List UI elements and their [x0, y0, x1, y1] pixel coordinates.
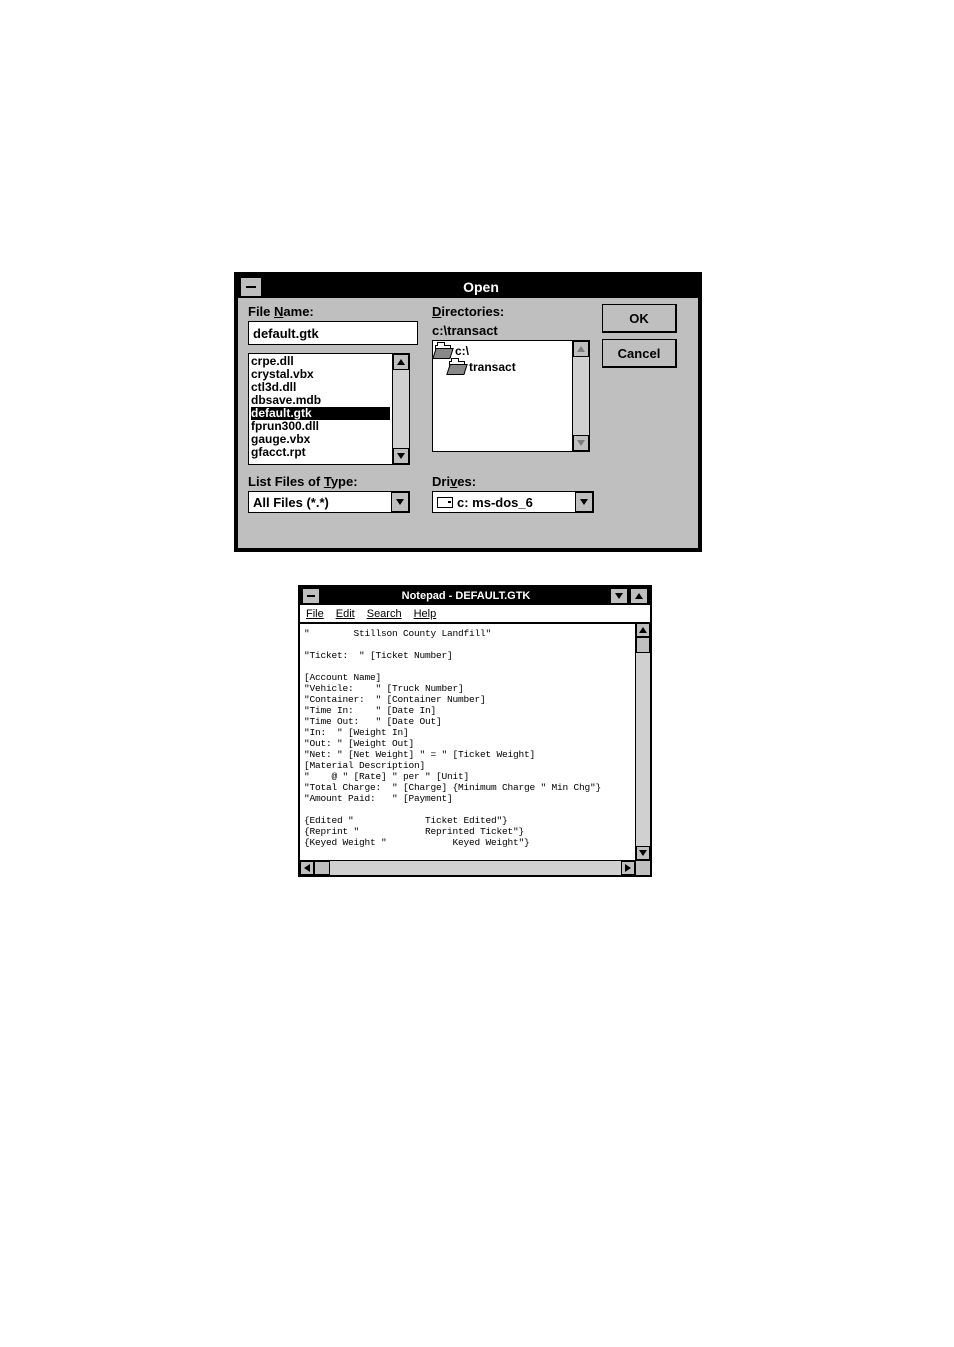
- file-type-section: List Files of Type: All Files (*.*): [248, 474, 414, 513]
- notepad-window: Notepad - DEFAULT.GTK File Edit Search H…: [298, 585, 652, 877]
- dropdown-arrow-icon[interactable]: [391, 492, 409, 512]
- file-list-scrollbar[interactable]: [392, 354, 409, 464]
- scroll-up-icon[interactable]: [393, 354, 409, 370]
- notepad-text-area[interactable]: " Stillson County Landfill" "Ticket: " […: [300, 623, 635, 860]
- dir-item[interactable]: transact: [435, 359, 570, 375]
- open-dialog: Open File Name: default.gtk crpe.dll cry…: [234, 272, 702, 552]
- folder-open-icon: [435, 345, 451, 358]
- drives-value: c: ms-dos_6: [433, 495, 575, 510]
- file-type-dropdown[interactable]: All Files (*.*): [248, 491, 410, 513]
- directory-tree[interactable]: c:\ transact: [432, 340, 590, 452]
- folder-open-icon: [449, 361, 465, 374]
- directories-label: Directories:: [432, 304, 592, 319]
- file-name-label: File Name:: [248, 304, 414, 319]
- minimize-icon[interactable]: [610, 588, 628, 604]
- scrollbar-thumb[interactable]: [314, 861, 330, 875]
- notepad-hscrollbar[interactable]: [300, 860, 635, 875]
- notepad-vscrollbar[interactable]: [635, 623, 650, 860]
- system-menu-icon[interactable]: [302, 588, 320, 604]
- menu-edit[interactable]: Edit: [336, 608, 355, 620]
- scroll-up-icon[interactable]: [636, 623, 650, 637]
- drive-icon: [437, 497, 453, 508]
- file-list[interactable]: crpe.dll crystal.vbx ctl3d.dll dbsave.md…: [248, 353, 410, 465]
- file-list-items[interactable]: crpe.dll crystal.vbx ctl3d.dll dbsave.md…: [249, 354, 392, 464]
- dir-item-label: transact: [469, 359, 516, 375]
- scroll-up-icon[interactable]: [573, 341, 589, 357]
- drives-label: Drives:: [432, 474, 592, 489]
- scrollbar-track[interactable]: [573, 357, 589, 435]
- scroll-down-icon[interactable]: [636, 846, 650, 860]
- scrollbar-corner: [635, 860, 650, 875]
- dir-list-scrollbar[interactable]: [572, 341, 589, 451]
- system-menu-icon[interactable]: [240, 277, 262, 297]
- menu-search[interactable]: Search: [367, 608, 402, 620]
- drive-label: c: ms-dos_6: [457, 495, 533, 510]
- scrollbar-track[interactable]: [330, 861, 621, 875]
- scroll-down-icon[interactable]: [393, 448, 409, 464]
- file-type-label: List Files of Type:: [248, 474, 414, 489]
- drives-dropdown[interactable]: c: ms-dos_6: [432, 491, 594, 513]
- open-dialog-titlebar: Open: [238, 276, 698, 298]
- scrollbar-track[interactable]: [636, 653, 650, 846]
- notepad-titlebar: Notepad - DEFAULT.GTK: [300, 587, 650, 605]
- scroll-down-icon[interactable]: [573, 435, 589, 451]
- cancel-button[interactable]: Cancel: [602, 339, 677, 368]
- scrollbar-thumb[interactable]: [636, 637, 650, 653]
- notepad-title: Notepad - DEFAULT.GTK: [322, 590, 610, 602]
- notepad-menubar[interactable]: File Edit Search Help: [300, 605, 650, 623]
- maximize-icon[interactable]: [630, 588, 648, 604]
- scroll-right-icon[interactable]: [621, 861, 635, 875]
- file-name-input[interactable]: default.gtk: [248, 321, 418, 345]
- file-item[interactable]: gfacct.rpt: [251, 446, 390, 459]
- drives-section: Drives: c: ms-dos_6: [432, 474, 592, 513]
- file-type-value: All Files (*.*): [249, 495, 391, 510]
- ok-button[interactable]: OK: [602, 304, 677, 333]
- dropdown-arrow-icon[interactable]: [575, 492, 593, 512]
- menu-help[interactable]: Help: [414, 608, 437, 620]
- directories-section: Directories: c:\transact c:\ transact: [432, 304, 592, 452]
- scroll-left-icon[interactable]: [300, 861, 314, 875]
- notepad-client-area: " Stillson County Landfill" "Ticket: " […: [300, 623, 650, 860]
- menu-file[interactable]: File: [306, 608, 324, 620]
- dialog-buttons: OK Cancel: [602, 304, 682, 368]
- file-name-section: File Name: default.gtk crpe.dll crystal.…: [248, 304, 414, 465]
- open-dialog-title: Open: [264, 279, 698, 295]
- scrollbar-track[interactable]: [393, 370, 409, 448]
- current-directory: c:\transact: [432, 323, 592, 338]
